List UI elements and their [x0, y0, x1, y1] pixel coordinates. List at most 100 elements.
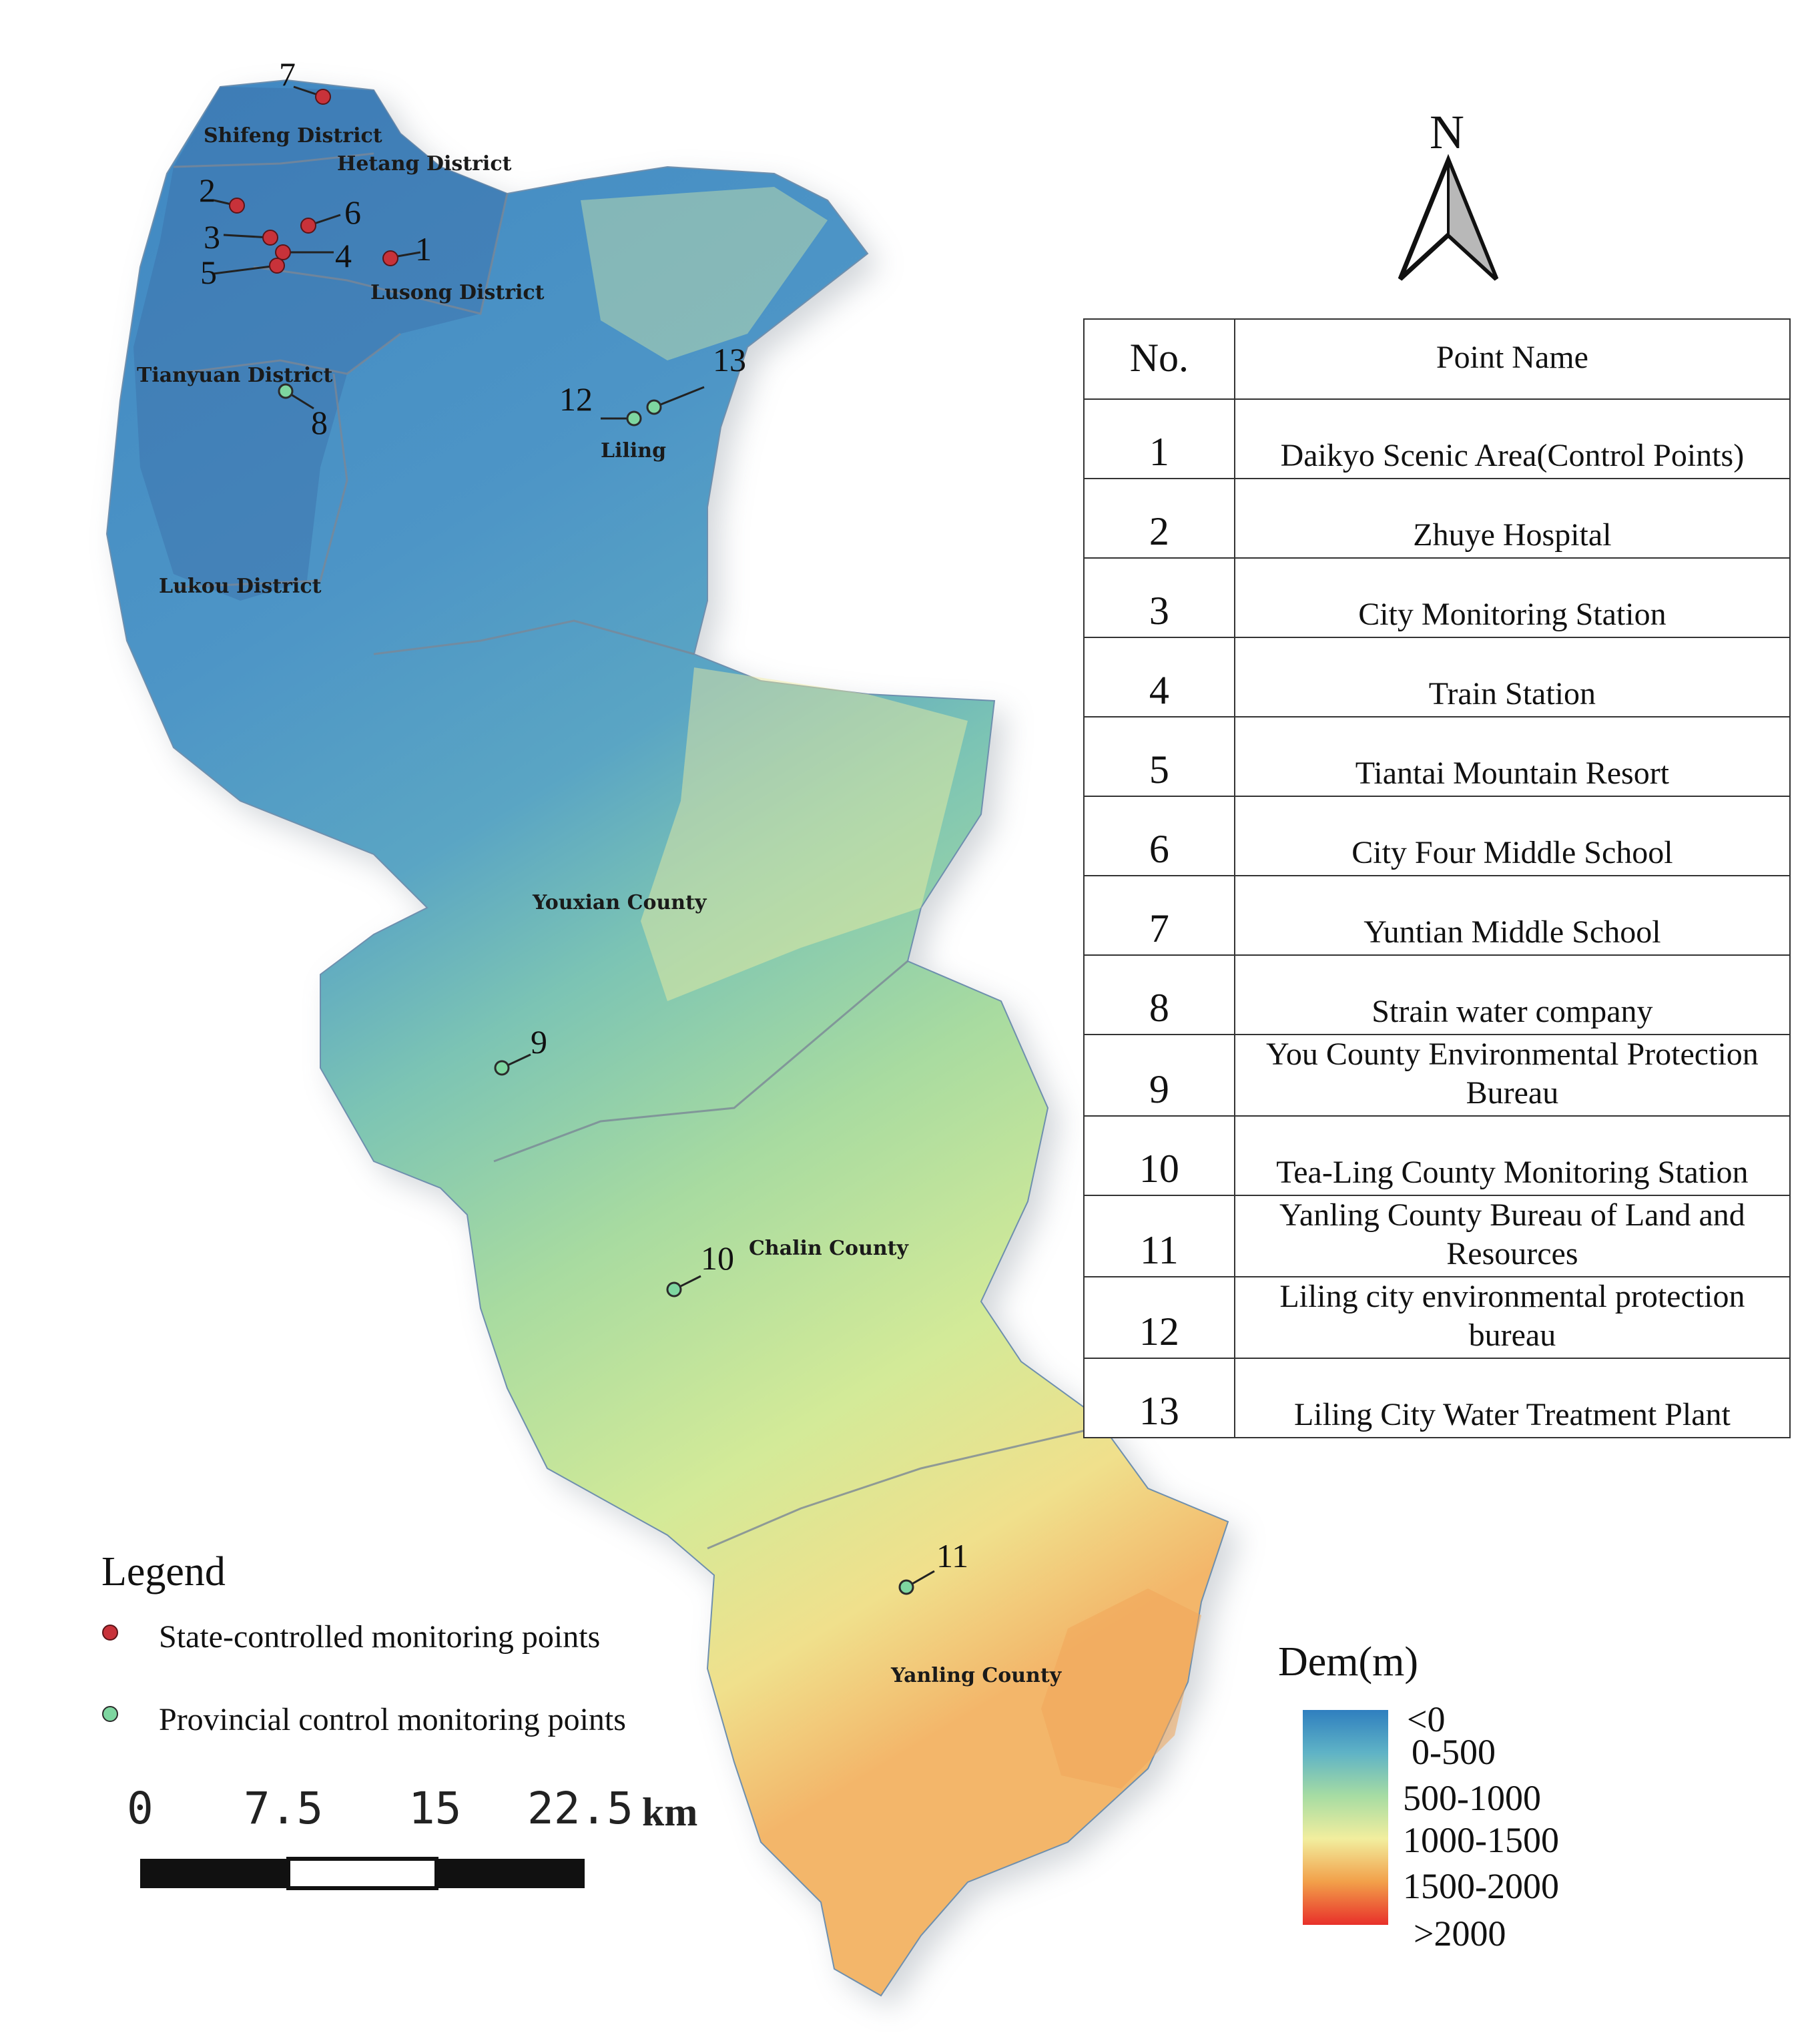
table-header-row: No. Point Name	[1083, 318, 1791, 400]
table-cell-no: 4	[1083, 637, 1235, 717]
table-cell-name: Tiantai Mountain Resort	[1234, 716, 1791, 797]
region-label-liling: Liling	[601, 439, 666, 463]
table-row: 4 Train Station	[1083, 637, 1791, 717]
monitoring-point-7[interactable]	[315, 89, 331, 105]
table-cell-name: City Monitoring Station	[1234, 557, 1791, 638]
monitoring-point-10[interactable]	[666, 1281, 682, 1297]
point-label-8: 8	[311, 404, 328, 441]
provincial-points	[278, 383, 914, 1595]
monitoring-point-3[interactable]	[262, 230, 278, 246]
table-cell-no: 5	[1083, 716, 1235, 797]
table-cell-name: City Four Middle School	[1234, 796, 1791, 876]
table-row: 1 Daikyo Scenic Area(Control Points)	[1083, 398, 1791, 479]
table-cell-no: 8	[1083, 954, 1235, 1035]
point-label-1: 1	[415, 230, 432, 268]
table-cell-name: Liling city environmental protection bur…	[1234, 1276, 1791, 1359]
monitoring-point-2[interactable]	[229, 198, 245, 214]
highland-overlay-south	[1041, 1588, 1201, 1789]
table-cell-name: Yuntian Middle School	[1234, 875, 1791, 956]
point-label-13: 13	[713, 341, 746, 378]
dem-class-3: 1000-1500	[1403, 1820, 1559, 1860]
scale-tick-2: 15	[408, 1783, 461, 1834]
table-cell-no: 7	[1083, 875, 1235, 956]
scale-tick-0: 0	[127, 1783, 154, 1834]
point-label-11: 11	[936, 1537, 968, 1574]
table-row: 8 Strain water company	[1083, 954, 1791, 1035]
table-row: 7 Yuntian Middle School	[1083, 875, 1791, 956]
monitoring-point-8[interactable]	[278, 383, 294, 399]
point-label-3: 3	[204, 218, 220, 256]
region-label-lusong: Lusong District	[370, 281, 545, 304]
point-name-table: No. Point Name 1 Daikyo Scenic Area(Contr…	[1083, 318, 1791, 1438]
legend-provincial-marker	[102, 1706, 118, 1722]
monitoring-point-13[interactable]	[646, 399, 662, 415]
dem-color-ramp	[1303, 1710, 1388, 1925]
table-cell-no: 9	[1083, 1034, 1235, 1117]
table-cell-no: 10	[1083, 1115, 1235, 1196]
legend-provincial-label: Provincial control monitoring points	[159, 1702, 626, 1737]
region-label-yanling: Yanling County	[890, 1664, 1063, 1687]
region-label-hetang: Hetang District	[337, 152, 512, 176]
monitoring-point-4[interactable]	[275, 244, 291, 260]
monitoring-point-9[interactable]	[494, 1060, 510, 1076]
district-boundaries	[173, 152, 1095, 1550]
table-row: 9 You County Environmental Protection Bur…	[1083, 1034, 1791, 1117]
legend-state-label: State-controlled monitoring points	[159, 1619, 600, 1655]
table-cell-name: Yanling County Bureau of Land and Resour…	[1234, 1195, 1791, 1277]
dem-class-2: 500-1000	[1403, 1778, 1541, 1818]
urban-districts-overlay	[133, 87, 507, 601]
table-header-no: No.	[1083, 318, 1235, 400]
scale-tick-3: 22.5	[527, 1783, 633, 1834]
region-label-tianyuan: Tianyuan District	[137, 364, 333, 387]
table-cell-no: 3	[1083, 557, 1235, 638]
point-label-12: 12	[559, 380, 593, 418]
dem-class-0: <0	[1407, 1699, 1445, 1739]
table-cell-name: Liling City Water Treatment Plant	[1234, 1358, 1791, 1438]
table-row: 5 Tiantai Mountain Resort	[1083, 716, 1791, 797]
monitoring-point-1[interactable]	[382, 250, 398, 266]
region-label-chalin: Chalin County	[749, 1237, 910, 1260]
table-row: 6 City Four Middle School	[1083, 796, 1791, 876]
table-cell-no: 13	[1083, 1358, 1235, 1438]
region-label-youxian: Youxian County	[532, 891, 707, 914]
mountain-overlay-ne	[581, 187, 828, 360]
north-letter: N	[1430, 105, 1464, 159]
point-label-2: 2	[199, 172, 216, 209]
legend: Legend State-controlled monitoring point…	[101, 1549, 626, 1737]
table-cell-name: Zhuye Hospital	[1234, 478, 1791, 559]
point-label-5: 5	[200, 254, 217, 291]
table-cell-no: 1	[1083, 398, 1235, 479]
point-label-4: 4	[335, 237, 352, 274]
highland-overlay-mid	[641, 667, 968, 1001]
table-row: 2 Zhuye Hospital	[1083, 478, 1791, 559]
dem-class-4: 1500-2000	[1403, 1866, 1559, 1906]
table-cell-name: Strain water company	[1234, 954, 1791, 1035]
table-cell-name: Daikyo Scenic Area(Control Points)	[1234, 398, 1791, 479]
north-arrow: N	[1398, 105, 1499, 281]
legend-state-marker	[102, 1625, 118, 1641]
dem-class-5: >2000	[1414, 1914, 1506, 1954]
scale-tick-1: 7.5	[244, 1783, 323, 1834]
monitoring-point-12[interactable]	[626, 410, 642, 426]
region-label-lukou: Lukou District	[159, 575, 322, 598]
legend-title: Legend	[101, 1549, 226, 1594]
point-label-7: 7	[279, 55, 296, 93]
table-row: 3 City Monitoring Station	[1083, 557, 1791, 638]
table-row: 10 Tea-Ling County Monitoring Station	[1083, 1115, 1791, 1196]
point-label-6: 6	[344, 194, 361, 231]
table-cell-name: Train Station	[1234, 637, 1791, 717]
monitoring-point-6[interactable]	[300, 218, 316, 234]
table-cell-name: Tea-Ling County Monitoring Station	[1234, 1115, 1791, 1196]
scale-unit: km	[642, 1790, 697, 1834]
table-header-name: Point Name	[1234, 318, 1791, 400]
scale-bar: 0 7.5 15 22.5 km	[127, 1783, 697, 1890]
dem-title: Dem(m)	[1278, 1639, 1418, 1685]
monitoring-point-5[interactable]	[269, 258, 285, 274]
table-row: 11 Yanling County Bureau of Land and Reso…	[1083, 1195, 1791, 1277]
table-cell-no: 6	[1083, 796, 1235, 876]
state-points	[229, 89, 398, 274]
region-label-shifeng: Shifeng District	[204, 124, 382, 148]
monitoring-point-11[interactable]	[898, 1579, 914, 1595]
table-cell-no: 2	[1083, 478, 1235, 559]
